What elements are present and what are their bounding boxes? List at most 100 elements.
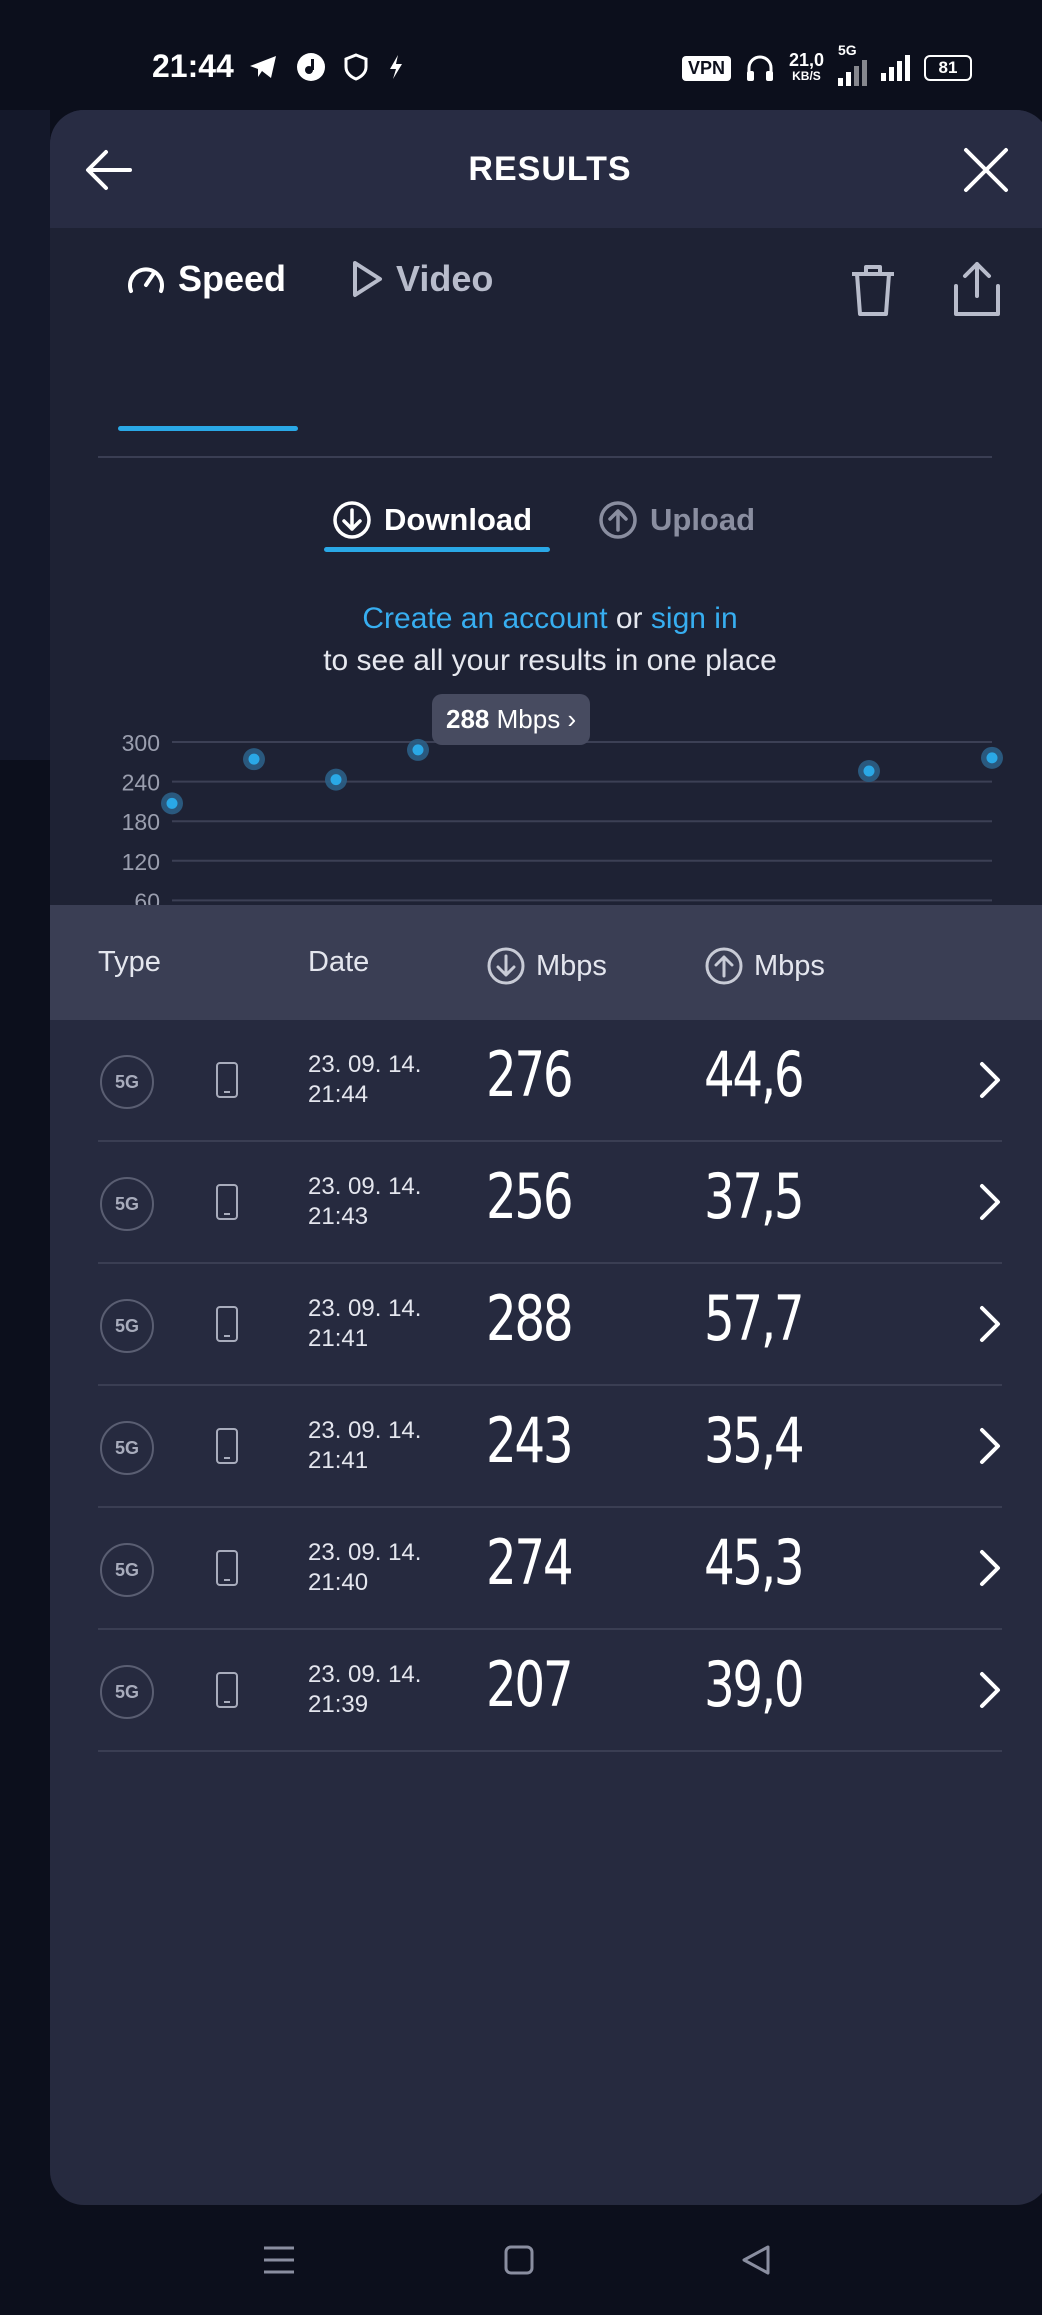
result-time: 21:39 xyxy=(308,1691,369,1718)
download-value: 243 xyxy=(486,1404,574,1477)
result-row[interactable]: 5G 23. 09. 14. 21:43 256 37,5 xyxy=(98,1142,1002,1264)
chart-tooltip[interactable]: 288 Mbps › xyxy=(432,694,591,745)
chevron-right-icon[interactable] xyxy=(978,1182,1002,1222)
y-tick-label: 120 xyxy=(122,849,160,875)
tab-speed[interactable]: Speed xyxy=(126,258,286,300)
data-point[interactable] xyxy=(986,752,998,764)
result-datetime: 23. 09. 14. 21:39 xyxy=(308,1660,421,1720)
download-value: 276 xyxy=(486,1038,574,1111)
result-date: 23. 09. 14. xyxy=(308,1051,422,1078)
music-icon xyxy=(297,53,325,81)
status-notification-icons xyxy=(248,52,406,82)
speedometer-icon xyxy=(128,267,164,293)
chevron-right-icon[interactable] xyxy=(978,1548,1002,1588)
upload-icon xyxy=(599,501,637,539)
subtab-active-indicator xyxy=(324,547,550,552)
phone-icon xyxy=(216,1550,238,1586)
result-row[interactable]: 5G 23. 09. 14. 21:39 207 39,0 xyxy=(98,1630,1002,1752)
phone-icon xyxy=(216,1428,238,1464)
sign-in-link[interactable]: sign in xyxy=(650,602,738,635)
result-date: 23. 09. 14. xyxy=(308,1417,422,1444)
chevron-right-icon[interactable] xyxy=(978,1060,1002,1100)
result-datetime: 23. 09. 14. 21:43 xyxy=(308,1172,421,1232)
network-5g-badge: 5G xyxy=(100,1421,154,1475)
upload-value: 39,0 xyxy=(704,1648,805,1721)
network-5g-badge: 5G xyxy=(100,1665,154,1719)
data-point[interactable] xyxy=(863,765,875,777)
upload-icon xyxy=(705,947,743,985)
header-date: Date xyxy=(308,946,370,978)
subtab-upload[interactable]: Upload xyxy=(598,500,755,540)
result-row[interactable]: 5G 23. 09. 14. 21:41 243 35,4 xyxy=(98,1386,1002,1508)
chevron-right-icon[interactable] xyxy=(978,1426,1002,1466)
page-title: RESULTS xyxy=(468,150,632,188)
result-time: 21:43 xyxy=(308,1203,369,1230)
upload-value: 45,3 xyxy=(704,1526,805,1599)
result-row[interactable]: 5G 23. 09. 14. 21:40 274 45,3 xyxy=(98,1508,1002,1630)
network-speed: 21,0 KB/S xyxy=(788,50,824,83)
result-time: 21:41 xyxy=(308,1325,369,1352)
tabs-divider xyxy=(98,456,992,458)
upload-value: 44,6 xyxy=(704,1038,805,1111)
network-5g-badge: 5G xyxy=(100,1177,154,1231)
upload-value: 37,5 xyxy=(704,1160,805,1233)
result-time: 21:44 xyxy=(308,1081,369,1108)
telegram-icon xyxy=(250,56,276,78)
home-icon[interactable] xyxy=(504,2245,534,2275)
trash-icon[interactable] xyxy=(848,262,898,318)
close-icon[interactable] xyxy=(962,146,1010,194)
result-datetime: 23. 09. 14. 21:41 xyxy=(308,1416,421,1476)
menu-icon[interactable] xyxy=(262,2245,296,2275)
phone-icon xyxy=(216,1306,238,1342)
network-5g-badge: 5G xyxy=(100,1055,154,1109)
y-tick-label: 240 xyxy=(122,770,160,796)
data-point[interactable] xyxy=(166,797,178,809)
header-download: Mbps xyxy=(486,946,607,986)
vpn-badge: VPN xyxy=(681,55,731,81)
phone-icon xyxy=(216,1184,238,1220)
download-value: 207 xyxy=(486,1648,574,1721)
chevron-right-icon[interactable] xyxy=(978,1670,1002,1710)
download-value: 288 xyxy=(486,1282,574,1355)
result-datetime: 23. 09. 14. 21:44 xyxy=(308,1050,421,1110)
create-account-link[interactable]: Create an account xyxy=(362,602,608,635)
results-list: 5G 23. 09. 14. 21:44 276 44,6 5G 23. 09. … xyxy=(50,1020,1042,1752)
result-row[interactable]: 5G 23. 09. 14. 21:44 276 44,6 xyxy=(98,1020,1002,1142)
subtab-download[interactable]: Download xyxy=(332,500,532,540)
download-value: 274 xyxy=(486,1526,574,1599)
download-icon xyxy=(487,947,525,985)
status-bar: 21:44 VPN 21,0 KB/S 5G 81 xyxy=(0,0,1042,110)
play-icon xyxy=(353,261,382,297)
result-date: 23. 09. 14. xyxy=(308,1173,422,1200)
headphones-icon xyxy=(746,55,773,81)
system-navigation-bar xyxy=(0,2205,1042,2315)
back-icon[interactable] xyxy=(740,2245,772,2275)
status-time: 21:44 xyxy=(152,48,234,84)
flash-icon xyxy=(390,55,402,79)
result-row[interactable]: 5G 23. 09. 14. 21:41 288 57,7 xyxy=(98,1264,1002,1386)
table-header xyxy=(50,905,1042,1020)
result-time: 21:41 xyxy=(308,1447,369,1474)
back-arrow-icon[interactable] xyxy=(84,148,134,192)
share-icon[interactable] xyxy=(950,260,1004,318)
data-point[interactable] xyxy=(248,753,260,765)
account-prompt-subtitle: to see all your results in one place xyxy=(323,644,777,677)
result-date: 23. 09. 14. xyxy=(308,1295,422,1322)
account-prompt: Create an account or sign in to see all … xyxy=(50,598,1042,682)
result-datetime: 23. 09. 14. 21:41 xyxy=(308,1294,421,1354)
result-time: 21:40 xyxy=(308,1569,369,1596)
data-point[interactable] xyxy=(330,774,342,786)
results-sheet: RESULTS Speed Video Download Upload Crea… xyxy=(50,110,1042,2205)
signal-icon xyxy=(881,55,910,81)
upload-value: 35,4 xyxy=(704,1404,805,1477)
phone-icon xyxy=(216,1062,238,1098)
background-app xyxy=(0,110,50,760)
tab-active-indicator xyxy=(118,426,298,431)
header-type: Type xyxy=(98,946,161,978)
tab-video[interactable]: Video xyxy=(350,258,493,300)
result-date: 23. 09. 14. xyxy=(308,1661,422,1688)
header: RESULTS xyxy=(50,110,1042,230)
chevron-right-icon[interactable] xyxy=(978,1304,1002,1344)
download-icon xyxy=(333,501,371,539)
data-point[interactable] xyxy=(412,744,424,756)
